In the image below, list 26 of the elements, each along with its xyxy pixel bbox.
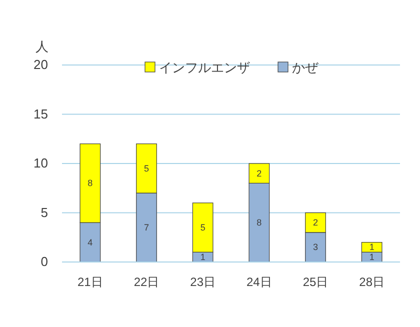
data-label: 8 (256, 218, 262, 228)
legend-label: かぜ (292, 60, 319, 75)
legend-label: インフルエンザ (159, 60, 250, 75)
x-tick-label: 24日 (246, 275, 272, 289)
y-tick-label: 15 (34, 106, 48, 122)
data-label: 7 (144, 222, 150, 233)
y-tick-label: 10 (34, 156, 48, 170)
data-label: 1 (200, 252, 206, 262)
y-tick-label: 20 (34, 57, 48, 72)
x-tick-label: 22日 (134, 275, 160, 289)
data-label: 2 (312, 218, 318, 228)
data-label: 2 (256, 168, 262, 178)
data-label: 4 (88, 237, 93, 248)
data-label: 5 (144, 163, 150, 174)
x-tick-label: 28日 (359, 275, 385, 289)
data-label: 5 (200, 222, 206, 233)
data-label: 1 (369, 242, 374, 252)
x-tick-label: 21日 (77, 275, 103, 289)
data-label: 1 (369, 252, 374, 262)
y-tick-label: 5 (40, 204, 48, 220)
y-axis-title: 人 (36, 39, 48, 54)
data-label: 8 (88, 178, 93, 188)
x-tick-label: 25日 (302, 275, 328, 289)
x-tick-label: 23日 (190, 275, 216, 289)
data-label: 3 (312, 242, 318, 252)
y-tick-label: 0 (40, 254, 48, 269)
